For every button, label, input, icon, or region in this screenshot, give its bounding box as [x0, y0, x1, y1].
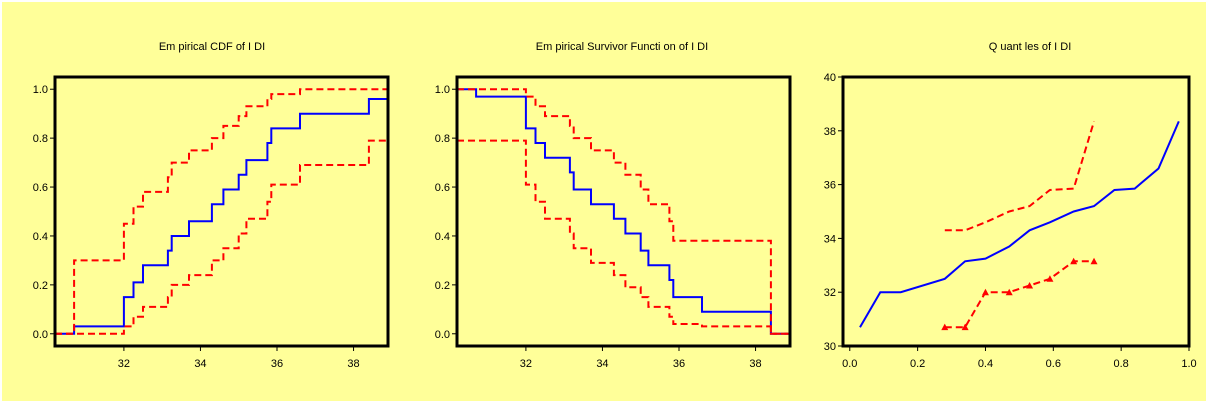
survivor-x-tick-label: 36	[673, 358, 685, 370]
survivor-y-tick-label: 0.8	[435, 133, 450, 145]
survivor-x-tick-label: 32	[520, 358, 532, 370]
survivor-series-estimate	[457, 88, 790, 335]
cdf-y-tick-label: 0.6	[33, 182, 48, 194]
survivor-x-tick-label: 38	[749, 358, 761, 370]
cdf-x-tick-label: 34	[194, 358, 206, 370]
survivor-y-tick-label: 0.0	[435, 329, 450, 341]
survivor-y-tick-label: 0.2	[435, 280, 450, 292]
quantiles-x-tick-label: 0.0	[842, 358, 857, 370]
cdf-x-tick-label: 36	[271, 358, 283, 370]
chart-cdf: Em pirical CDF of I DI 32 34 36 38 0.0 0.2 0.4…	[33, 41, 390, 370]
quantiles-series-upper	[944, 121, 1095, 232]
cdf-series-lower	[55, 139, 388, 335]
cdf-plot-frame	[53, 75, 390, 348]
quantiles-x-tick-label: 0.2	[910, 358, 925, 370]
chart-title-survivor: Em pirical Survivor Functi on of I DI	[536, 41, 708, 53]
survivor-plot-frame	[455, 75, 792, 348]
cdf-y-tick-label: 0.4	[33, 231, 48, 243]
survivor-y-tick-label: 0.6	[435, 182, 450, 194]
cdf-y-tick-label: 1.0	[33, 84, 48, 96]
survivor-series-lower	[457, 139, 790, 335]
cdf-x-tick-label: 32	[118, 358, 130, 370]
quantiles-x-tick-label: 0.8	[1114, 358, 1129, 370]
quantiles-marker-lower	[961, 323, 969, 331]
cdf-series-upper	[55, 88, 388, 335]
quantiles-x-tick-label: 1.0	[1181, 358, 1196, 370]
quantiles-x-tick-label: 0.4	[978, 358, 993, 370]
survivor-series-upper	[457, 88, 790, 335]
cdf-y-tick-label: 0.2	[33, 280, 48, 292]
cdf-y-tick-label: 0.0	[33, 329, 48, 341]
quantiles-marker-lower	[1090, 257, 1098, 265]
chart-quantiles: Q uant les of I DI 0.0 0.2 0.4 0.6 0.8 1.0 30 3…	[824, 41, 1197, 370]
quantiles-x-tick-label: 0.6	[1046, 358, 1061, 370]
survivor-y-tick-label: 1.0	[435, 84, 450, 96]
quantiles-marker-lower	[941, 323, 949, 331]
quantiles-plot-frame	[841, 75, 1191, 348]
quantiles-marker-lower	[1070, 257, 1078, 265]
quantiles-y-tick-label: 32	[824, 287, 836, 299]
chart-title-cdf: Em pirical CDF of I DI	[159, 41, 265, 53]
chart-title-quantiles: Q uant les of I DI	[989, 41, 1072, 53]
cdf-y-tick-label: 0.8	[33, 133, 48, 145]
quantiles-y-tick-label: 30	[824, 341, 836, 353]
quantiles-y-tick-label: 38	[824, 126, 836, 138]
quantiles-marker-lower	[981, 288, 989, 296]
quantiles-y-tick-label: 40	[824, 72, 836, 84]
survivor-y-tick-label: 0.4	[435, 231, 450, 243]
figure-panel-background	[2, 2, 1206, 401]
quantiles-marker-lower	[1046, 275, 1054, 282]
cdf-x-tick-label: 38	[347, 358, 359, 370]
quantiles-y-tick-label: 36	[824, 180, 836, 192]
quantiles-y-tick-label: 34	[824, 233, 836, 245]
quantiles-series-lower	[944, 260, 1094, 329]
quantiles-series-estimate	[859, 121, 1180, 328]
quantiles-marker-lower	[1005, 288, 1013, 296]
survivor-x-tick-label: 34	[596, 358, 608, 370]
quantiles-marker-lower	[1026, 281, 1034, 289]
chart-survivor: Em pirical Survivor Functi on of I DI 32…	[435, 41, 792, 370]
cdf-series-estimate	[55, 98, 388, 335]
